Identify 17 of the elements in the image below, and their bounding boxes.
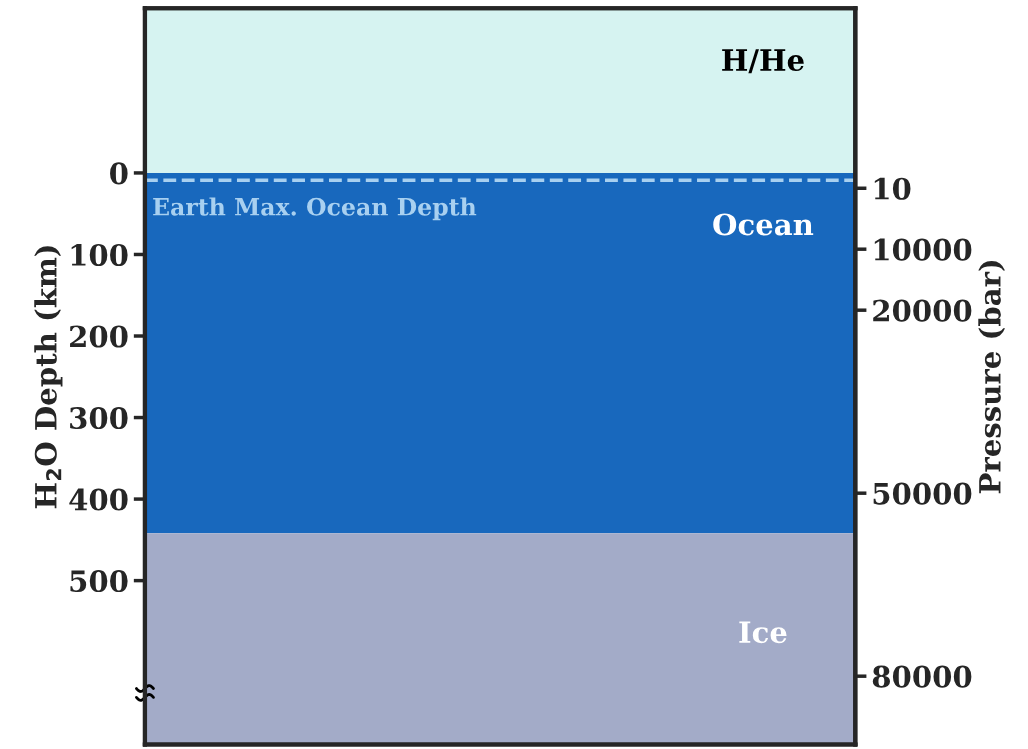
y-tick-label: 200 [70, 325, 128, 348]
y2-tick-label: 10000 [874, 238, 972, 261]
y2-tick-label: 20000 [873, 299, 972, 322]
series-label: Ice [739, 621, 787, 644]
y-axis-title: H$_{2}$O Depth (km) [34, 246, 63, 509]
y-tick-label: 300 [70, 406, 128, 430]
series-label: Ocean [713, 213, 814, 236]
y-tick-label: 100 [71, 243, 128, 266]
y2-axis-title: Pressure (bar) [978, 261, 1005, 494]
ref-line-label: Earth Max. Ocean Depth [153, 197, 477, 221]
y2-tick-label: 80000 [872, 665, 972, 688]
y2-tick-label: 10 [874, 177, 911, 200]
y2-tick-label: 50000 [873, 482, 972, 505]
series-label: H/He [722, 49, 804, 74]
y-tick-label: 0 [110, 162, 128, 185]
y-tick-label: 500 [70, 570, 128, 593]
y-tick-label: 400 [69, 488, 128, 511]
